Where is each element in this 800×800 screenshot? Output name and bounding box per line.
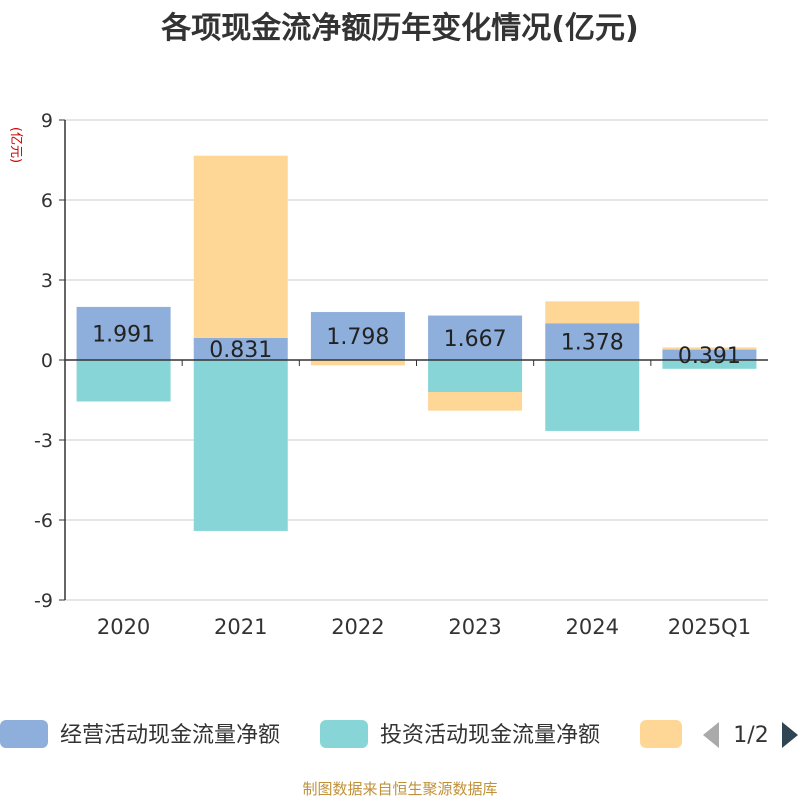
- x-tick-label: 2024: [566, 615, 619, 639]
- legend-next-arrow-icon[interactable]: [782, 722, 798, 748]
- data-label: 1.378: [561, 331, 624, 356]
- y-tick-label: -9: [34, 590, 53, 612]
- legend-label: 投资活动现金流量净额: [380, 723, 600, 748]
- bar-segment: [193, 360, 288, 531]
- legend-label: 经营活动现金流量净额: [60, 723, 280, 748]
- bars: [76, 155, 757, 531]
- bar-segment: [428, 360, 523, 392]
- bar-segment: [76, 401, 171, 402]
- y-tick-label: -6: [34, 510, 53, 532]
- data-label: 1.991: [92, 322, 155, 347]
- x-tick-label: 2020: [97, 615, 150, 639]
- legend-page-indicator: 1/2: [733, 723, 768, 748]
- y-tick-label: -3: [34, 430, 53, 452]
- bar-segment: [193, 337, 288, 360]
- data-label: 0.831: [209, 338, 272, 363]
- legend-swatch: [0, 720, 48, 748]
- data-source-note: 制图数据来自恒生聚源数据库: [302, 780, 498, 798]
- bar-segment: [310, 360, 405, 366]
- y-axis-unit: (亿元): [8, 127, 23, 163]
- legend-swatch: [640, 720, 682, 748]
- legend-swatch: [320, 720, 368, 748]
- bar-segment: [545, 360, 640, 431]
- x-tick-label: 2023: [448, 615, 501, 639]
- chart-title: 各项现金流净额历年变化情况(亿元): [160, 11, 638, 46]
- y-tick-label: 6: [41, 190, 53, 212]
- x-tick-label: 2022: [331, 615, 384, 639]
- legend-prev-arrow-icon[interactable]: [703, 722, 719, 748]
- bar-segment: [545, 301, 640, 324]
- y-tick-label: 0: [41, 350, 53, 372]
- x-tick-label: 2021: [214, 615, 267, 639]
- axes: [64, 120, 768, 600]
- bar-segment: [193, 155, 288, 338]
- bar-segment: [76, 306, 171, 360]
- bar-segment: [76, 360, 171, 402]
- bar-segment: [545, 323, 640, 360]
- tick-labels: 9 6 3 0 -3 -6 -9 2020 2021 2022 2023 2024 2025Q1: [34, 110, 751, 639]
- bar-segment: [428, 315, 523, 360]
- data-label: 1.798: [326, 325, 389, 350]
- data-labels: 1.991 0.831 1.798 1.667 1.378 0.391: [92, 322, 741, 368]
- bar-segment: [662, 349, 757, 360]
- legend: 经营活动现金流量净额 投资活动现金流量净额 1/2: [0, 720, 798, 748]
- y-tick-label: 3: [41, 270, 53, 292]
- x-tick-label: 2025Q1: [668, 615, 751, 639]
- bar-segment: [310, 312, 405, 360]
- bar-segment: [428, 392, 523, 411]
- bar-segment: [662, 347, 757, 350]
- y-tick-label: 9: [41, 110, 53, 132]
- bar-segment: [662, 360, 757, 369]
- data-label: 1.667: [444, 327, 507, 352]
- data-label: 0.391: [678, 344, 741, 369]
